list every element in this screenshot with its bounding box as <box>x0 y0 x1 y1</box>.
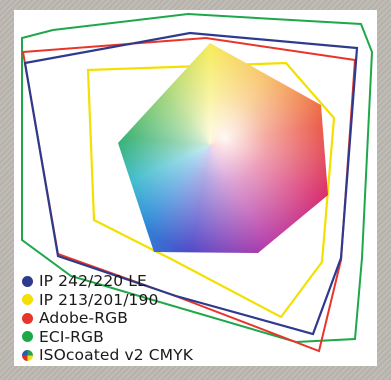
isocoated-v2-cmyk-gamut <box>118 43 328 253</box>
legend-item-adobe-rgb: Adobe-RGB <box>22 309 193 328</box>
legend: IP 242/220 LE IP 213/201/190 Adobe-RGB E… <box>22 272 193 365</box>
legend-label: Adobe-RGB <box>39 309 128 328</box>
adobe-rgb-gamut-outline <box>21 36 357 353</box>
green-dot-icon <box>22 331 33 343</box>
yellow-dot-icon <box>22 294 33 306</box>
ip-242-220-le-gamut-outline <box>23 31 359 336</box>
eci-rgb-gamut-outline <box>21 12 374 344</box>
red-dot-icon <box>22 312 33 324</box>
legend-label: IP 213/201/190 <box>39 290 159 309</box>
legend-item-ip-242-220-le: IP 242/220 LE <box>22 272 193 291</box>
legend-label: ECI-RGB <box>39 327 104 346</box>
legend-item-isocoated-v2-cmyk: ISOcoated v2 CMYK <box>22 346 193 365</box>
legend-label: ISOcoated v2 CMYK <box>39 346 193 365</box>
legend-item-ip-213-201-190: IP 213/201/190 <box>22 291 193 310</box>
legend-label: IP 242/220 LE <box>39 272 147 291</box>
blue-dot-icon <box>22 275 33 287</box>
legend-item-eci-rgb: ECI-RGB <box>22 328 193 347</box>
multicolor-dot-icon <box>22 349 33 361</box>
ip-213-201-190-gamut-outline <box>86 61 336 319</box>
